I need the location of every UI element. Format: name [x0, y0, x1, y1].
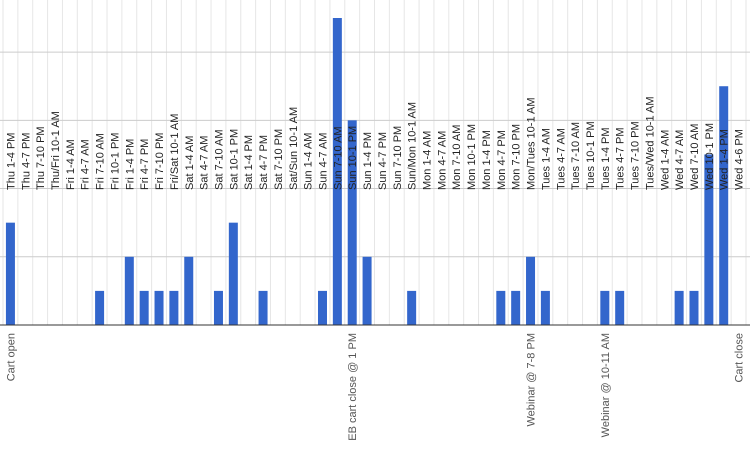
category-label: Tues/Wed 10-1 AM	[644, 96, 656, 190]
category-label: Sun 4-7 AM	[317, 133, 329, 190]
bar-wed-1-4-pm	[719, 86, 729, 325]
category-label: Mon/Tues 10-1 AM	[526, 97, 538, 190]
event-annotation: Webinar @ 10-11 AM	[600, 333, 612, 437]
bar-sun-7-10-am	[332, 18, 342, 325]
category-label: Tues 7-10 AM	[570, 122, 582, 190]
bar-fri-sat-10-1-am	[169, 290, 179, 325]
event-annotations: Cart open EB cart close @ 1 PM Webinar @ 7…	[5, 333, 745, 441]
category-label: Thu/Fri 10-1 AM	[50, 111, 62, 190]
bar-fri-4-7-pm	[139, 290, 149, 325]
category-label: Mon 4-7 PM	[496, 130, 508, 190]
bar-wed-7-10-am	[689, 290, 699, 325]
bar-sun-4-7-am	[317, 290, 327, 325]
bar-tues-1-4-pm	[600, 290, 610, 325]
category-label: Tues 7-10 PM	[630, 121, 642, 190]
category-labels: Thu 1-4 PM Thu 4-7 PM Thu 7-10 PM Thu/Fri 1…	[5, 96, 745, 190]
category-label: Fri 10-1 PM	[109, 133, 121, 190]
category-label: Thu 4-7 PM	[20, 133, 32, 190]
category-label: Tues 10-1 PM	[585, 121, 597, 190]
bar-wed-4-7-am	[674, 290, 684, 325]
category-label: Wed 1-4 PM	[719, 129, 731, 190]
category-label: Wed 7-10 AM	[689, 124, 701, 190]
event-annotation: EB cart close @ 1 PM	[347, 333, 359, 441]
category-label: Mon 7-10 PM	[511, 124, 523, 190]
category-label: Tues 1-4 PM	[600, 127, 612, 190]
category-label: Mon 1-4 AM	[422, 131, 434, 190]
grid	[0, 0, 750, 325]
category-label: Tues 1-4 AM	[540, 128, 552, 190]
category-label: Sat 10-1 PM	[228, 129, 240, 190]
category-label: Sat 7-10 PM	[273, 129, 285, 190]
bar-sun-mon-10-1-am	[407, 290, 417, 325]
category-label: Mon 4-7 AM	[436, 131, 448, 190]
category-label: Fri 1-4 PM	[124, 139, 136, 190]
category-label: Fri 4-7 AM	[80, 139, 92, 190]
category-label: Mon 10-1 PM	[466, 124, 478, 190]
category-label: Sun 4-7 PM	[377, 132, 389, 190]
category-label: Tues 4-7 AM	[555, 128, 567, 190]
bar-sat-10-1-pm	[228, 222, 238, 325]
category-label: Sat 4-7 AM	[199, 136, 211, 190]
category-label: Sun 1-4 AM	[303, 133, 315, 190]
bars	[5, 18, 729, 325]
category-label: Wed 4-6 PM	[734, 129, 746, 190]
category-label: Mon 7-10 AM	[451, 125, 463, 190]
bar-sat-4-7-pm	[258, 290, 268, 325]
bar-tues-1-4-am	[540, 290, 550, 325]
category-label: Sun 7-10 AM	[332, 126, 344, 190]
bar-sun-10-1-pm	[347, 120, 357, 325]
category-label: Sun 7-10 PM	[392, 126, 404, 190]
category-label: Thu 1-4 PM	[5, 133, 17, 190]
category-label: Sat 1-4 AM	[184, 136, 196, 190]
bar-mon-4-7-pm	[496, 290, 506, 325]
category-label: Sun 1-4 PM	[362, 132, 374, 190]
category-label: Wed 1-4 AM	[659, 130, 671, 190]
bar-mon-7-10-pm	[511, 290, 521, 325]
category-label: Sat 4-7 PM	[258, 135, 270, 190]
bar-fri-7-10-pm	[154, 290, 164, 325]
category-label: Wed 4-7 AM	[674, 130, 686, 190]
bar-sat-1-4-am	[184, 256, 194, 325]
bar-mon-tues-10-1-am	[526, 256, 536, 325]
category-label: Sun/Mon 10-1 AM	[407, 102, 419, 190]
category-label: Sun 10-1 PM	[347, 126, 359, 190]
event-annotation: Cart close	[734, 333, 746, 383]
category-label: Sat/Sun 10-1 AM	[288, 107, 300, 190]
bar-sat-7-10-am	[213, 290, 223, 325]
category-label: Fri/Sat 10-1 AM	[169, 114, 181, 190]
category-label: Sat 7-10 AM	[213, 129, 225, 190]
bar-fri-7-10-am	[95, 290, 105, 325]
bar-tues-4-7-pm	[615, 290, 625, 325]
category-label: Mon 1-4 PM	[481, 130, 493, 190]
bar-thu-1-4-pm	[5, 222, 15, 325]
category-label: Sat 1-4 PM	[243, 135, 255, 190]
category-label: Fri 1-4 AM	[65, 139, 77, 190]
category-label: Fri 7-10 AM	[95, 133, 107, 190]
event-annotation: Cart open	[5, 333, 17, 381]
bar-wed-10-1-pm	[704, 154, 714, 325]
category-label: Thu 7-10 PM	[35, 126, 47, 190]
category-label: Tues 4-7 PM	[615, 127, 627, 190]
category-label: Fri 7-10 PM	[154, 133, 166, 190]
category-label: Fri 4-7 PM	[139, 139, 151, 190]
event-annotation: Webinar @ 7-8 PM	[526, 333, 538, 427]
bar-fri-1-4-pm	[124, 256, 134, 325]
bar-sun-1-4-pm	[362, 256, 372, 325]
category-label: Wed 10-1 PM	[704, 123, 716, 190]
